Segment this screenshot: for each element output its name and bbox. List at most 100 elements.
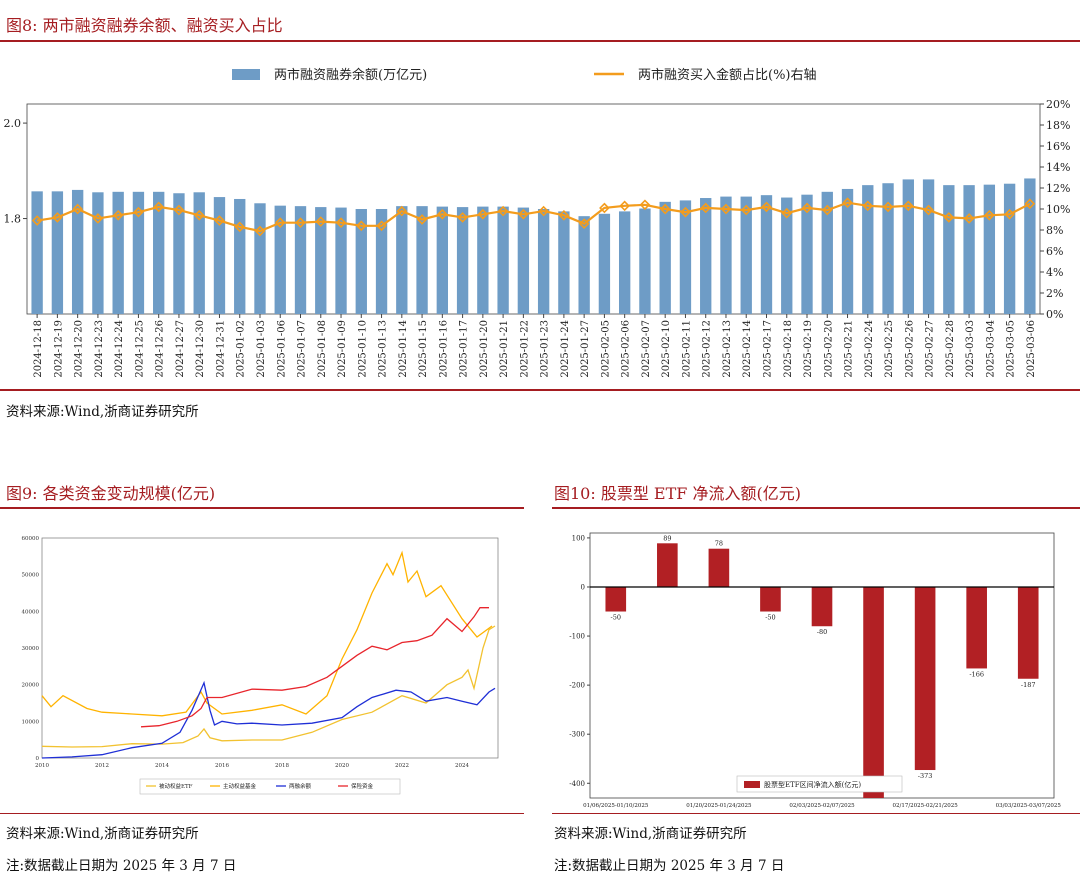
margin-bar <box>355 209 367 314</box>
buy-ratio-marker <box>720 203 732 215</box>
etf-bar <box>708 548 730 587</box>
etf-frame <box>589 532 1055 799</box>
buy-ratio-marker <box>254 225 266 237</box>
etf-bars: -50 89 78 -50 -80 -373 -166 -187 <box>605 534 1039 798</box>
buy-ratio-marker <box>902 200 914 212</box>
margin-bar <box>274 205 286 314</box>
etf-legend-swatch <box>744 781 760 788</box>
etf-legend-box <box>736 775 903 793</box>
x-tick-label: 2025-02-14 <box>742 320 753 378</box>
x-tick-label: 2024-12-23 <box>94 320 105 378</box>
right-tick-label: 20% <box>1046 98 1070 111</box>
margin-bar <box>781 197 793 314</box>
x-tick-label: 2025-01-13 <box>378 320 389 378</box>
legend-line-label: 两市融资买入金额占比(%)右轴 <box>638 67 817 83</box>
fig9-bottom-rule <box>0 813 524 814</box>
x-tick-label: 2025-02-11 <box>681 320 692 378</box>
buy-ratio-marker <box>619 200 631 212</box>
buy-ratio-marker <box>355 220 367 232</box>
margin-bar <box>375 209 388 314</box>
margin-bar <box>740 196 752 314</box>
margin-legend: 两市融资融券余额(万亿元) 两市融资买入金额占比(%)右轴 <box>232 67 817 83</box>
x-tick-label: 2025-01-07 <box>297 320 308 378</box>
etf-x-tick-label: 02/17/2025-02/21/2025 <box>892 803 958 809</box>
etf-bar <box>1017 586 1039 679</box>
x-tick-label: 2025-01-27 <box>580 320 591 378</box>
buy-ratio-marker <box>497 205 509 217</box>
margin-bar <box>31 191 43 314</box>
margin-bar <box>396 206 408 314</box>
x-tick-label: 2024-12-24 <box>114 320 125 378</box>
buy-ratio-marker <box>376 220 387 232</box>
funds-series-line <box>41 625 496 748</box>
right-tick-label: 4% <box>1046 266 1063 279</box>
funds-legend-label: 被动权益ETF <box>159 782 193 790</box>
x-tick-label: 2024-12-25 <box>134 320 145 378</box>
buy-ratio-marker <box>396 205 408 217</box>
buy-ratio-line <box>31 197 1036 237</box>
etf-data-label: -373 <box>918 772 933 780</box>
margin-bar <box>922 179 935 314</box>
margin-bar <box>294 206 307 314</box>
fig9-top-rule <box>0 507 524 509</box>
margin-bar <box>882 183 894 314</box>
margin-axes: 1.8 2.0 0% 2% 4% 6% 8% 10% 12% 14% 16% 18% 20% 2024-1… <box>4 98 1071 378</box>
margin-bar <box>1024 178 1036 314</box>
buy-ratio-marker <box>984 209 995 221</box>
margin-bar <box>821 191 833 314</box>
funds-legend-label: 保险资金 <box>351 782 374 790</box>
funds-y-tick-label: 20000 <box>22 683 40 689</box>
x-tick-label: 2025-02-21 <box>844 320 855 378</box>
funds-legend: 被动权益ETF 主动权益基金 两融余额 保险资金 <box>139 778 401 795</box>
buy-ratio-marker <box>193 209 205 221</box>
margin-bar <box>436 206 449 314</box>
margin-bar <box>558 211 570 314</box>
x-tick-label: 2024-12-30 <box>195 320 206 378</box>
buy-ratio-marker <box>274 217 286 228</box>
margin-bar <box>92 192 104 314</box>
margin-bar <box>659 201 671 314</box>
buy-ratio-marker <box>943 212 955 223</box>
margin-bar <box>639 208 651 314</box>
buy-ratio-marker <box>416 214 428 225</box>
buy-ratio-marker <box>842 197 853 209</box>
fig10-top-rule <box>552 507 1080 509</box>
right-tick-label: 16% <box>1046 140 1070 153</box>
etf-border <box>589 532 1055 799</box>
legend-bar-label: 两市融资融券余额(万亿元) <box>274 67 427 83</box>
x-tick-label: 2025-02-19 <box>803 320 814 378</box>
buy-ratio-marker <box>153 201 165 213</box>
right-tick-label: 18% <box>1046 119 1070 132</box>
x-tick-label: 2025-01-02 <box>236 320 247 378</box>
funds-x-tick-label: 2024 <box>455 763 469 769</box>
x-tick-label: 2025-02-18 <box>783 320 794 378</box>
etf-bar <box>914 586 936 771</box>
margin-bar <box>315 207 327 314</box>
x-tick-label: 2025-01-03 <box>256 320 267 378</box>
buy-ratio-marker <box>315 216 327 227</box>
right-tick-label: 2% <box>1046 287 1063 300</box>
funds-chart: 0 10000 20000 30000 40000 50000 60000 2010 2012 2… <box>22 536 499 795</box>
fig10-bottom-rule <box>552 813 1080 814</box>
funds-x-tick-label: 2016 <box>215 763 229 769</box>
fig9-heading: 图9: 各类资金变动规模(亿元) <box>6 484 216 503</box>
etf-y-tick-label: 100 <box>572 534 585 542</box>
buy-ratio-marker <box>457 212 468 223</box>
x-tick-label: 2025-02-12 <box>702 320 713 378</box>
buy-ratio-marker <box>639 199 651 211</box>
margin-bar <box>51 191 64 314</box>
right-tick-label: 8% <box>1046 224 1063 237</box>
x-tick-label: 2025-02-26 <box>904 320 915 378</box>
funds-axes: 0 10000 20000 30000 40000 50000 60000 2010 2012 2… <box>22 536 470 769</box>
x-tick-label: 2025-01-10 <box>357 320 368 378</box>
x-tick-label: 2025-01-22 <box>519 320 530 378</box>
buy-ratio-marker <box>295 217 306 228</box>
funds-x-tick-label: 2012 <box>95 763 109 769</box>
buy-ratio-marker <box>133 206 144 218</box>
legend-bar-swatch <box>232 69 260 80</box>
x-tick-label: 2024-12-31 <box>215 320 226 378</box>
buy-ratio-marker <box>112 209 124 221</box>
x-tick-label: 2025-02-13 <box>722 320 733 378</box>
x-tick-label: 2025-01-14 <box>398 320 409 378</box>
buy-ratio-series <box>36 201 1031 233</box>
